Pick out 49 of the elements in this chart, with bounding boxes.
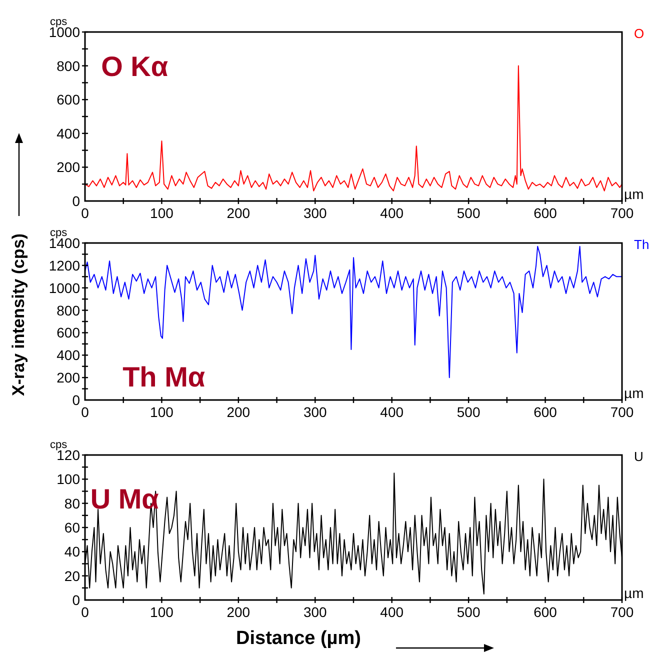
x-tick-label: 100 — [150, 205, 174, 221]
x-tick-label: 200 — [226, 205, 250, 221]
y-tick-label: 0 — [72, 193, 80, 209]
x-tick-label: 500 — [456, 404, 480, 420]
annotation: O Kα — [101, 50, 168, 82]
text: U — [634, 449, 644, 464]
x-tick-label: 400 — [380, 604, 404, 620]
x-tick-label: 400 — [380, 404, 404, 420]
x-tick-label: 100 — [150, 404, 174, 420]
x-tick-label: 300 — [303, 205, 328, 221]
x-tick-label: 600 — [534, 404, 558, 420]
y-tick-label: 40 — [64, 544, 80, 560]
x-tick-label: 400 — [380, 205, 404, 221]
x-tick-label: 100 — [150, 604, 174, 620]
text: Distance (µm) — [236, 628, 361, 649]
y-tick-label: 200 — [56, 370, 80, 386]
y-tick-label: 600 — [56, 92, 80, 108]
text: O — [634, 26, 644, 41]
y-tick-label: 400 — [56, 125, 80, 142]
y-tick-label: 200 — [56, 159, 80, 176]
x-tick-label: 700 — [610, 604, 634, 620]
x-tick-label: 600 — [534, 604, 558, 620]
x-axis-title: µm — [624, 186, 644, 202]
text: Th — [634, 237, 650, 252]
x-tick-label: 700 — [610, 205, 634, 221]
y-tick-label: 800 — [56, 302, 80, 318]
y-tick-label: 0 — [72, 392, 80, 408]
x-tick-label: 200 — [226, 604, 250, 620]
y-tick-label: 60 — [64, 520, 80, 536]
annotation: Th Mα — [122, 361, 206, 392]
y-tick-label: 1200 — [48, 257, 80, 274]
y-tick-label: 800 — [56, 58, 80, 74]
y-tick-label: 80 — [64, 495, 80, 512]
x-axis-title: µm — [624, 385, 644, 401]
x-tick-label: 300 — [303, 404, 328, 420]
x-tick-label: 200 — [226, 404, 250, 420]
y-tick-label: 600 — [56, 324, 80, 341]
x-axis-title: µm — [624, 585, 644, 601]
text: X-ray intensity (cps) — [9, 234, 28, 396]
x-tick-label: 500 — [456, 604, 480, 620]
x-tick-label: 600 — [534, 205, 558, 221]
y-tick-label: 100 — [56, 471, 80, 488]
y-tick-label: 0 — [72, 592, 80, 608]
y-tick-label: 20 — [64, 568, 80, 584]
x-tick-label: 700 — [610, 404, 634, 420]
x-tick-label: 300 — [303, 604, 328, 620]
x-tick-label: 500 — [456, 205, 480, 221]
y-tick-label: 1000 — [48, 280, 80, 296]
y-tick-label: 400 — [56, 347, 80, 364]
